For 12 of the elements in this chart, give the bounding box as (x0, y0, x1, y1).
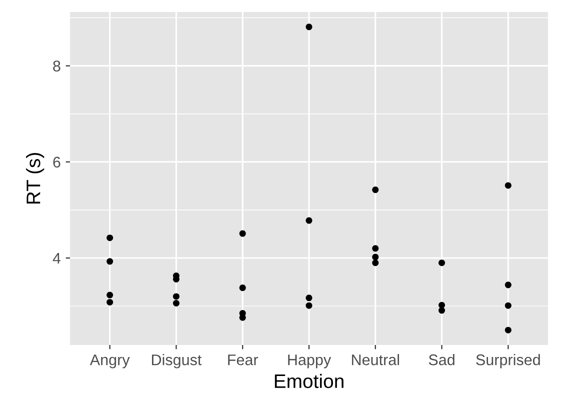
y-tick-label: 4 (52, 253, 61, 264)
y-tick-label: 8 (53, 60, 60, 72)
y-tick-label: 6 (53, 156, 60, 168)
x-axis-title: Emotion (274, 374, 344, 388)
x-tick-label: Surprised (476, 354, 540, 368)
x-tick-label: Disgust (152, 354, 202, 368)
x-tick-label: Fear (228, 354, 258, 366)
x-tick-label: Sad (428, 354, 454, 366)
y-axis-title: RT (s) (26, 153, 44, 204)
x-tick-label: Happy (288, 354, 332, 368)
x-tick-label: Neutral (352, 354, 399, 366)
x-tick-label: Angry (90, 354, 130, 368)
